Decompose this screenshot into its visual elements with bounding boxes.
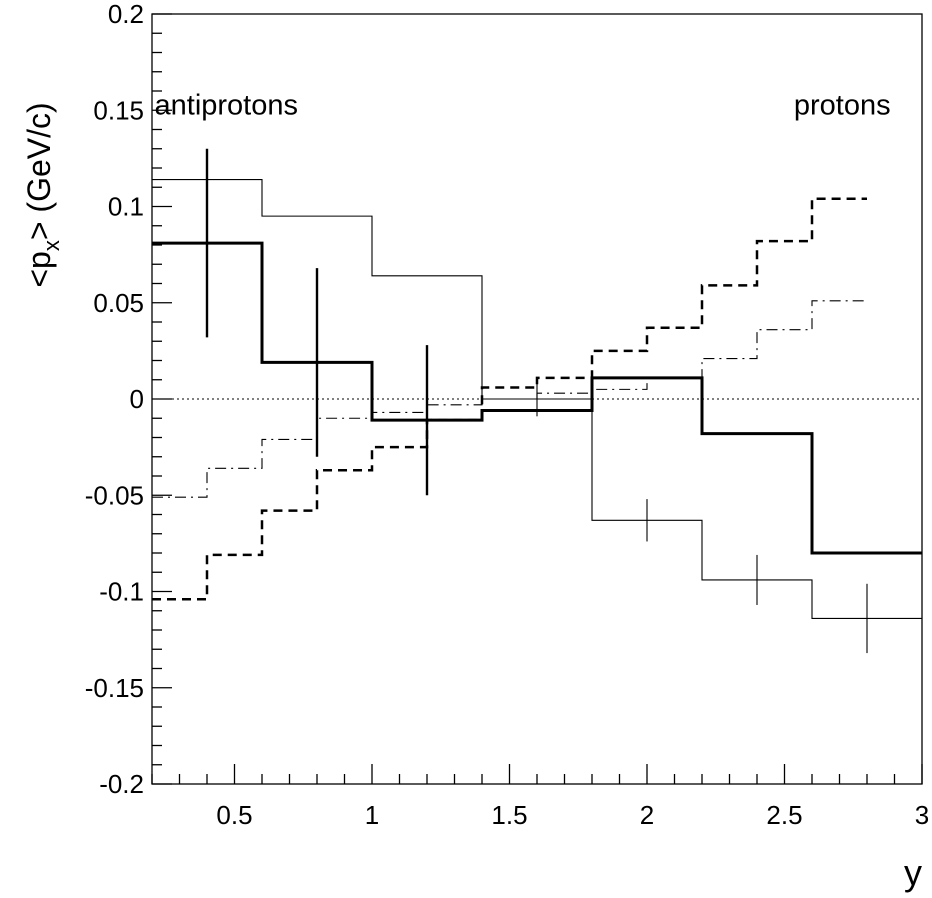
y-tick-label: 0.05 [93,288,144,318]
y-axis-label-subscript: x [39,240,64,251]
y-axis-label-main: <p [21,251,57,287]
y-tick-label: -0.15 [85,673,144,703]
annotation-protons: protons [794,89,891,121]
annotation-antiprotons: antiprotons [155,89,299,121]
y-tick-label: 0.15 [93,95,144,125]
y-axis-label-rest: > (GeV/c) [21,102,57,240]
x-tick-label: 1 [365,800,379,830]
x-tick-label: 2.5 [766,800,802,830]
x-tick-label: 3 [915,800,929,830]
y-tick-label: 0 [130,384,144,414]
x-tick-label: 1.5 [491,800,527,830]
y-axis-label: <px> (GeV/c) [21,102,64,287]
y-tick-label: -0.05 [85,480,144,510]
y-tick-label: 0.2 [108,0,144,29]
x-tick-label: 2 [640,800,654,830]
y-tick-label: 0.1 [108,192,144,222]
y-tick-label: -0.1 [99,577,144,607]
tick-labels: 0.5 1 1.5 2 2.5 3 -0.2 -0.15 -0.1 -0.05 0 0.05 0.1 0.… [85,0,930,830]
x-tick-label: 0.5 [216,800,252,830]
x-axis-label: y [904,852,922,893]
y-tick-label: -0.2 [99,769,144,799]
tick-marks [151,13,923,785]
series-layer [152,148,922,654]
